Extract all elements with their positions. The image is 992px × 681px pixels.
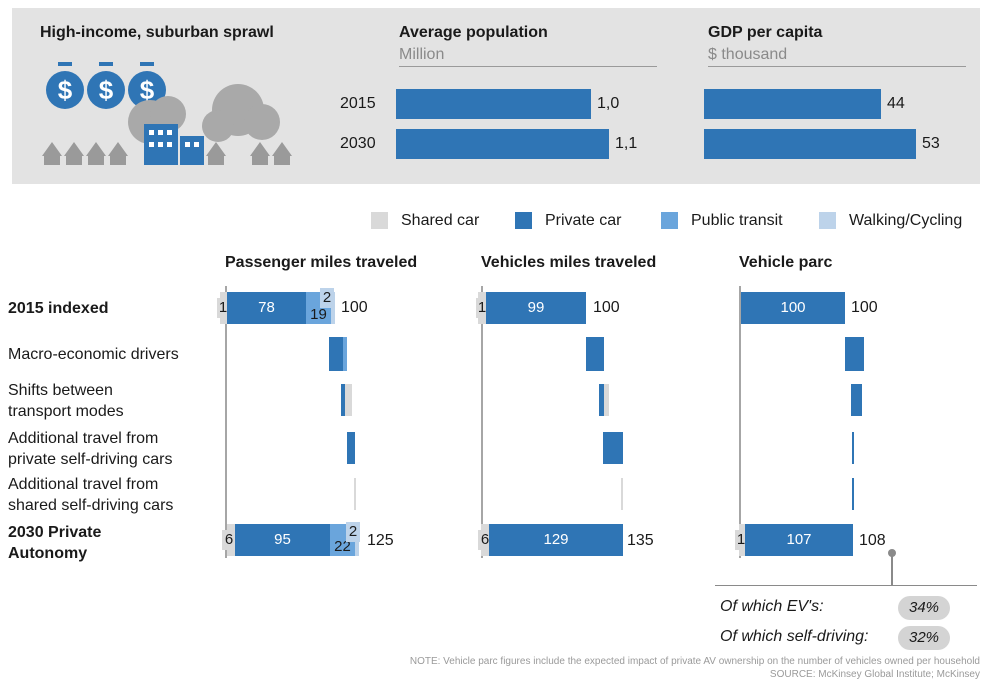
legend-swatch-walking-cycling [819,212,836,229]
row-label-private-sd-2: private self-driving cars [8,451,173,468]
parc-title: Vehicle parc [739,254,833,271]
parc-macro-step [845,337,864,371]
svg-text:$: $ [58,75,73,105]
money-bag-icon: $ [128,62,166,109]
parc-shared-sd-step [852,478,854,510]
vmt-shared-sd-step [621,478,623,510]
row-label-2030-2: Autonomy [8,545,88,562]
self-driving-share-label: Of which self-driving: [720,628,869,645]
vmt-2030-total: 135 [627,532,654,549]
parc-axis [739,286,741,558]
legend-shared-car: Shared car [401,212,480,229]
vmt-2030-private-bar: 129 [489,524,623,556]
pmt-2015-private-bar: 78 [227,292,306,324]
money-bag-icon: $ [87,62,125,109]
parc-2030-shared-label: 1 [735,530,747,550]
parc-2030-total: 108 [859,532,886,549]
vmt-2015-shared-label: 1 [476,298,488,318]
parc-shift-step [851,384,862,416]
pmt-2015-walk-label: 2 [320,288,334,308]
ev-share-value: 34% [898,596,950,620]
parc-notes-rule [715,585,977,586]
population-bar-2015 [396,89,591,119]
legend-walking-cycling: Walking/Cycling [849,212,963,229]
population-bar-2030 [396,129,609,159]
row-label-shifts-1: Shifts between [8,382,113,399]
svg-text:$: $ [99,75,114,105]
gdp-bar-2030 [704,129,916,159]
vmt-shift-step [599,384,604,416]
gdp-title: GDP per capita [708,24,823,41]
pmt-2030-total: 125 [367,532,394,549]
year-label-2015: 2015 [340,95,376,112]
population-value-2030: 1,1 [615,135,638,152]
row-label-shared-sd-1: Additional travel from [8,476,159,493]
vmt-macro-step [586,337,604,371]
houses-icon [42,142,292,165]
pmt-shift-step [341,384,345,416]
pmt-macro-step-transit [343,337,347,371]
source-note: SOURCE: McKinsey Global Institute; McKin… [769,669,980,680]
parc-connector-line [891,556,893,586]
legend-swatch-public-transit [661,212,678,229]
row-label-private-sd-1: Additional travel from [8,430,159,447]
pmt-title: Passenger miles traveled [225,254,418,271]
pmt-2015-shared-label: 1 [217,298,229,318]
gdp-value-2015: 44 [887,95,905,112]
vmt-shift-step-shared [604,384,609,416]
vmt-private-sd-step [603,432,623,464]
row-label-shared-sd-2: shared self-driving cars [8,497,174,514]
gdp-bar-2015 [704,89,881,119]
pmt-2015-walk-bar [331,292,335,324]
parc-2015-total: 100 [851,299,878,316]
vmt-2030-shared-label: 6 [478,530,492,550]
parc-connector-dot [888,549,896,557]
self-driving-share-value: 32% [898,626,950,650]
pmt-2030-shared-label: 6 [222,530,236,550]
ev-share-label: Of which EV's: [720,598,824,615]
pmt-shift-step-shared [345,384,352,416]
money-bag-icon: $ [46,62,84,109]
row-label-2030-1: 2030 Private [8,524,102,541]
legend-swatch-private-car [515,212,532,229]
legend-public-transit: Public transit [691,212,783,229]
pmt-shared-sd-step [354,478,356,510]
gdp-value-2030: 53 [922,135,940,152]
legend-swatch-shared-car [371,212,388,229]
pmt-macro-step [329,337,343,371]
suburban-town-illustration: $ $ $ [42,62,292,165]
pmt-2030-walk-label: 2 [346,522,360,542]
vmt-axis [481,286,483,558]
archetype-title: High-income, suburban sprawl [40,24,274,41]
row-label-shifts-2: transport modes [8,403,124,420]
vmt-2015-total: 100 [593,299,620,316]
gdp-unit: $ thousand [708,46,788,63]
footnote: NOTE: Vehicle parc figures include the e… [409,656,980,667]
row-label-macro: Macro-economic drivers [8,346,179,363]
parc-2015-private-bar: 100 [741,292,845,324]
vmt-2015-private-bar: 99 [486,292,586,324]
pmt-2030-private-bar: 95 [235,524,330,556]
svg-text:$: $ [140,75,155,105]
pmt-axis [225,286,227,558]
population-title: Average population [399,24,548,41]
vmt-title: Vehicles miles traveled [481,254,657,271]
pmt-private-sd-step [347,432,355,464]
pmt-2015-total: 100 [341,299,368,316]
population-unit: Million [399,46,445,63]
parc-private-sd-step [852,432,854,464]
population-value-2015: 1,0 [597,95,620,112]
row-label-2015: 2015 indexed [8,300,109,317]
year-label-2030: 2030 [340,135,376,152]
population-rule [399,66,657,67]
parc-2030-private-bar: 107 [745,524,853,556]
legend-private-car: Private car [545,212,622,229]
trees-icon [128,84,280,144]
gdp-rule [708,66,966,67]
